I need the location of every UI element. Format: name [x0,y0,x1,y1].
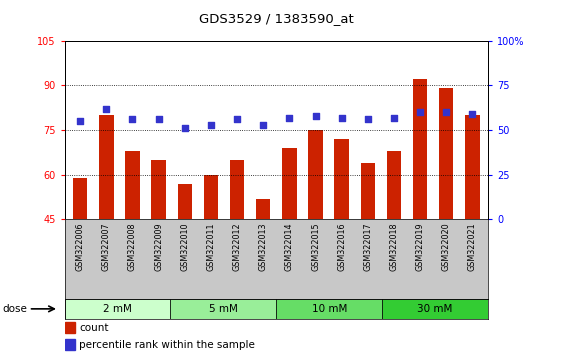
Text: GSM322015: GSM322015 [311,223,320,271]
Point [416,109,425,115]
Text: GSM322008: GSM322008 [128,223,137,271]
Text: GSM322009: GSM322009 [154,223,163,271]
Text: dose: dose [3,304,27,314]
Text: 2 mM: 2 mM [103,304,132,314]
Bar [65,322,75,333]
Text: GSM322017: GSM322017 [364,223,373,271]
Bar [178,184,192,219]
Text: 5 mM: 5 mM [209,304,238,314]
Bar [73,178,88,219]
Point [128,116,137,122]
Bar [276,299,382,319]
Text: GSM322019: GSM322019 [416,223,425,271]
Text: GSM322018: GSM322018 [389,223,398,271]
Bar [65,299,171,319]
Text: GSM322006: GSM322006 [76,223,85,271]
Point [389,115,398,120]
Bar [387,151,401,219]
Point [76,118,85,124]
Bar [125,151,140,219]
Bar [439,88,453,219]
Text: GSM322012: GSM322012 [233,223,242,271]
Point [154,116,163,122]
Point [180,125,189,131]
Bar [309,130,323,219]
Point [259,122,268,127]
Text: GSM322014: GSM322014 [285,223,294,271]
Bar [256,199,270,219]
Point [206,122,215,127]
Point [337,115,346,120]
Bar [230,160,244,219]
Bar [361,163,375,219]
Text: GSM322020: GSM322020 [442,223,450,271]
Bar [171,299,276,319]
Bar [334,139,349,219]
Bar [413,79,427,219]
Bar [65,339,75,350]
Point [311,113,320,119]
Text: GSM322007: GSM322007 [102,223,111,271]
Bar [99,115,113,219]
Text: 10 mM: 10 mM [311,304,347,314]
Text: GSM322016: GSM322016 [337,223,346,271]
Point [468,111,477,117]
Bar [382,299,488,319]
Text: GDS3529 / 1383590_at: GDS3529 / 1383590_at [199,12,353,25]
Bar [151,160,166,219]
Bar [282,148,297,219]
Text: GSM322021: GSM322021 [468,223,477,271]
Text: GSM322010: GSM322010 [180,223,189,271]
Text: count: count [79,323,109,333]
Bar [204,175,218,219]
Point [442,109,450,115]
Text: GSM322013: GSM322013 [259,223,268,271]
Bar [465,115,480,219]
Point [285,115,294,120]
Point [233,116,242,122]
Point [102,106,111,112]
Text: percentile rank within the sample: percentile rank within the sample [79,340,255,350]
Text: 30 mM: 30 mM [417,304,453,314]
Text: GSM322011: GSM322011 [206,223,215,271]
Point [364,116,373,122]
